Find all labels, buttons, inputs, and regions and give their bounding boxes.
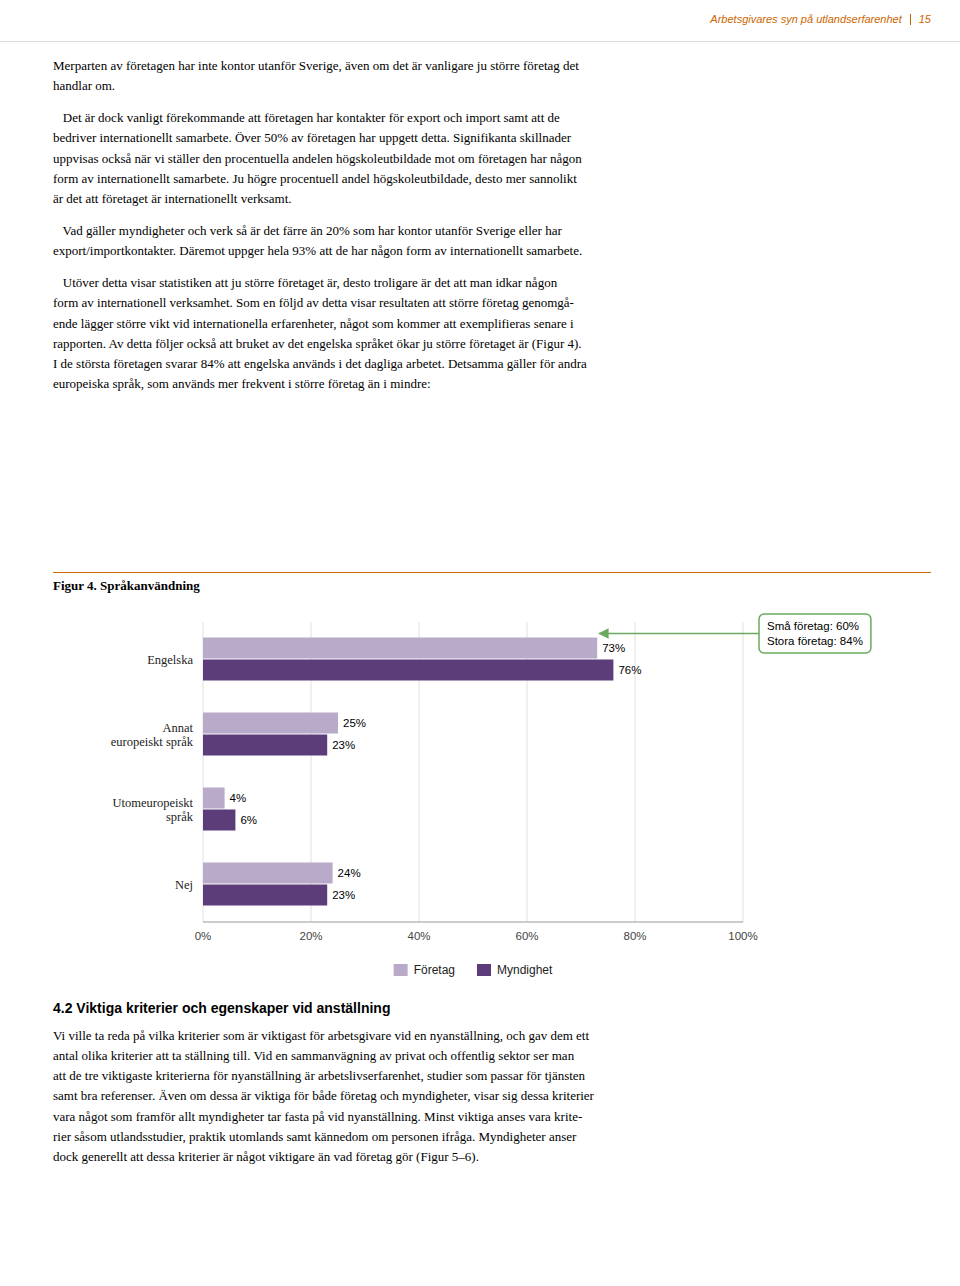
page-header: Arbetsgivares syn på utlandserfarenhet 15	[0, 0, 960, 42]
header-title: Arbetsgivares syn på utlandserfarenhet	[710, 13, 901, 25]
body-text: Merparten av företagen har inte kontor u…	[53, 56, 931, 406]
section: 4.2 Viktiga kriterier och egenskaper vid…	[53, 1000, 931, 1167]
section-text: Vi ville ta reda på vilka kriterier som …	[53, 1026, 931, 1167]
grid	[203, 622, 743, 922]
annotation-box	[759, 614, 871, 653]
annotation-text: Små företag: 60%Stora företag: 84%	[767, 620, 863, 647]
paragraph: Utöver detta visar statistiken att ju st…	[53, 273, 931, 394]
x-axis	[203, 922, 743, 923]
data-label: 73%	[602, 642, 625, 654]
grid-line	[743, 622, 744, 922]
bar	[203, 638, 597, 659]
chart-title: Figur 4. Språkanvändning	[53, 572, 931, 594]
data-label: 24%	[338, 867, 361, 879]
data-label: 23%	[332, 889, 355, 901]
legend-item: Företag	[394, 963, 455, 977]
tick-label: 60%	[515, 930, 538, 942]
data-label: 25%	[343, 717, 366, 729]
paragraph: Vad gäller myndigheter och verk så är de…	[53, 221, 931, 261]
paragraph: Merparten av företagen har inte kontor u…	[53, 56, 931, 76]
data-label: 23%	[332, 739, 355, 751]
category-label: Engelska	[147, 653, 193, 667]
legend: Företag Myndighet	[394, 963, 553, 977]
category-label: Annateuropeiskt språk	[111, 721, 194, 749]
annotation: Små företag: 60%Stora företag: 84%	[599, 614, 871, 653]
legend-swatch	[477, 964, 491, 976]
bar	[203, 735, 327, 756]
annotation-arrow	[599, 633, 759, 635]
legend-label: Myndighet	[497, 963, 553, 977]
bar	[203, 863, 333, 884]
tick-label: 0%	[195, 930, 212, 942]
tick-label: 20%	[299, 930, 322, 942]
legend-swatch	[394, 964, 408, 976]
category-label: Utomeuropeisktspråk	[112, 796, 193, 824]
category-label: Nej	[175, 878, 193, 892]
tick-label: 80%	[623, 930, 646, 942]
chart: 0% 20% 40% 60% 80% 100% Engelska Annateuropeisk…	[53, 600, 931, 992]
page-number: 15	[919, 13, 931, 25]
bar	[203, 788, 225, 809]
tick-label: 100%	[728, 930, 757, 942]
header-text: Arbetsgivares syn på utlandserfarenhet 15	[710, 13, 931, 25]
bar	[203, 885, 327, 906]
data-label: 4%	[230, 792, 247, 804]
bar	[203, 660, 613, 681]
bar	[203, 810, 235, 831]
bars	[203, 638, 613, 906]
legend-item: Myndighet	[477, 963, 553, 977]
paragraph: handlar om.	[53, 76, 931, 96]
data-label: 6%	[240, 814, 257, 826]
header-separator	[910, 14, 911, 25]
section-title: 4.2 Viktiga kriterier och egenskaper vid…	[53, 1000, 931, 1016]
tick-label: 40%	[407, 930, 430, 942]
bar	[203, 713, 338, 734]
data-label: 76%	[618, 664, 641, 676]
legend-label: Företag	[414, 963, 455, 977]
paragraph: Det är dock vanligt förekommande att för…	[53, 108, 931, 209]
